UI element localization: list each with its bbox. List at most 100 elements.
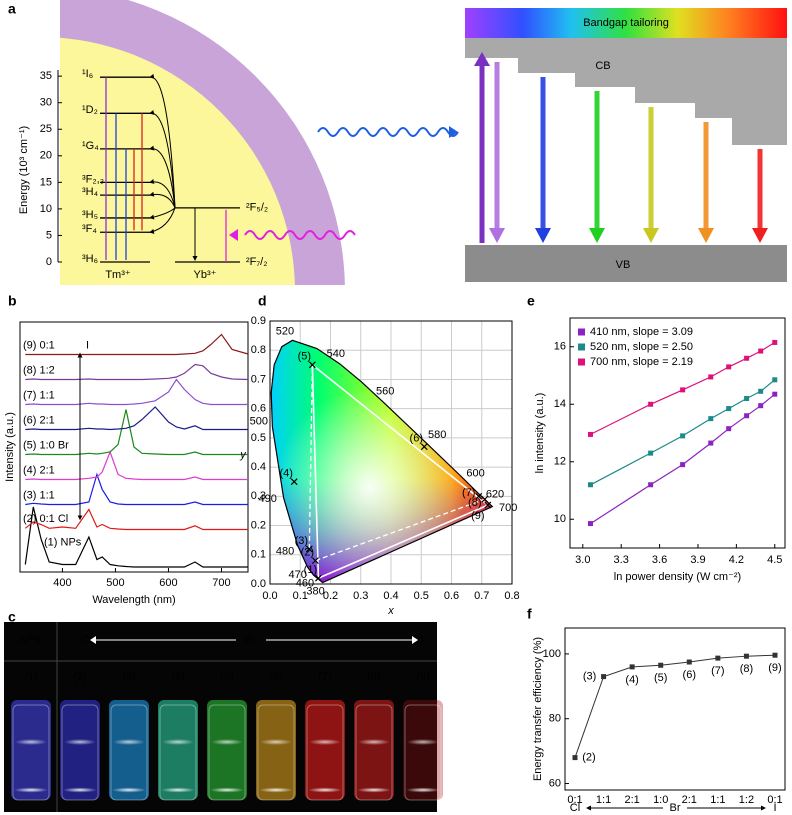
- data-point: [708, 416, 714, 422]
- vial-meniscus: [358, 739, 390, 745]
- point-label: (4): [279, 468, 292, 480]
- vial-meniscus: [211, 739, 243, 745]
- x-tick-label: 700: [212, 577, 230, 589]
- point-label: (6): [410, 433, 423, 445]
- arrow-head: [535, 228, 551, 243]
- level-label: ²F₇/₂: [246, 256, 268, 268]
- arrow-head: [643, 228, 659, 243]
- x-tick-label: 0.0: [262, 590, 277, 602]
- vial-label: (1): [24, 671, 37, 683]
- series-label: (6) 2:1: [23, 414, 55, 426]
- level-label: ³F₄: [82, 223, 97, 235]
- data-point: [743, 653, 749, 659]
- y-tick-label: 0.0: [251, 578, 266, 590]
- panel-label: b: [8, 293, 17, 309]
- wavelength-label: 520: [276, 325, 294, 337]
- data-point: [708, 440, 714, 446]
- level-label: ²F₅/₂: [246, 202, 268, 214]
- level-label: ³H₅: [82, 209, 98, 221]
- vial-glow: [60, 700, 100, 800]
- x-tick-label: 0.3: [353, 590, 368, 602]
- x-tick-label: 0.5: [414, 590, 429, 602]
- x-tick-label: 1:2: [739, 794, 754, 806]
- vial-label: (6): [269, 671, 282, 683]
- wavelength-label: 560: [376, 386, 394, 398]
- x-tick-label: 0:1: [767, 794, 782, 806]
- panel-label: a: [8, 1, 16, 17]
- vial-label: (3): [122, 671, 135, 683]
- bandgap-bar: [465, 8, 787, 38]
- vial-glow: [11, 700, 51, 800]
- group-label: I: [773, 802, 776, 814]
- arrow-head: [474, 52, 490, 66]
- y-tick-label: 0.6: [251, 403, 266, 415]
- arrow-head: [449, 126, 458, 138]
- x-axis-label: x: [387, 605, 394, 617]
- group-label: I: [420, 634, 423, 646]
- series-label: (5) 1:0 Br: [23, 439, 69, 451]
- y-tick-label: 80: [549, 713, 561, 725]
- x-tick-label: 600: [159, 577, 177, 589]
- annotation: I: [86, 339, 89, 351]
- data-point: [587, 431, 593, 437]
- x-tick-label: 500: [106, 577, 124, 589]
- y-axis-label: Energy transfer efficiency (%): [532, 637, 544, 781]
- series-label: (9) 0:1: [23, 339, 55, 351]
- dashed-link: [315, 498, 485, 562]
- vial-glow: [305, 700, 345, 800]
- point-label: (9): [768, 662, 781, 674]
- plot-frame: [269, 320, 513, 585]
- vial-meniscus: [260, 739, 292, 745]
- data-point: [648, 401, 654, 407]
- spectral-locus: [270, 339, 494, 584]
- vial-glow: [354, 700, 394, 800]
- data-point: [587, 482, 593, 488]
- arc-fill: [60, 37, 295, 285]
- point-label: (4): [625, 674, 638, 686]
- vial-glow: [256, 700, 296, 800]
- x-tick-label: 400: [53, 577, 71, 589]
- arrow-head: [698, 228, 714, 243]
- legend-swatch: [578, 343, 585, 351]
- spectrum-line: [25, 409, 248, 456]
- vial-bottom: [259, 787, 293, 793]
- vial-body: [404, 704, 442, 801]
- y-tick-label: 10: [40, 203, 52, 215]
- plot-frame: [19, 321, 249, 573]
- data-point: [772, 339, 778, 345]
- wavelength-label: 460: [296, 578, 314, 590]
- x-tick-label: 0.8: [504, 590, 519, 602]
- ion-label: Yb³⁺: [194, 269, 217, 281]
- band-label: VB: [616, 259, 631, 271]
- group-label: Cl: [570, 802, 580, 814]
- group-label: NPs: [20, 634, 41, 646]
- plot-frame: [569, 317, 786, 549]
- legend-swatch: [578, 328, 585, 336]
- wavelength-label: 540: [327, 348, 345, 360]
- point-label: (3): [295, 535, 308, 547]
- data-point: [680, 462, 686, 468]
- y-tick-label: 5: [46, 229, 52, 241]
- vial-body: [110, 704, 148, 801]
- x-tick-label: 4.2: [729, 554, 744, 566]
- arrow-head: [589, 228, 605, 243]
- y-tick-label: 10: [554, 513, 566, 525]
- x-axis-label: ln power density (W cm⁻²): [614, 571, 741, 583]
- point-label: (6): [683, 669, 696, 681]
- vial-label: (8): [367, 671, 380, 683]
- y-tick-label: 16: [554, 341, 566, 353]
- vial-meniscus: [407, 739, 439, 745]
- wavelength-label: 490: [259, 493, 277, 505]
- level-label: ³H₄: [82, 186, 99, 198]
- wavelength-label: 600: [466, 468, 484, 480]
- y-tick-label: 0.4: [251, 461, 266, 473]
- data-point: [726, 426, 732, 432]
- data-point: [758, 388, 764, 394]
- spectrum-line: [25, 450, 248, 481]
- y-tick-label: 0.1: [251, 549, 266, 561]
- wavelength-label: 500: [250, 415, 268, 427]
- wavelength-label: 480: [276, 545, 294, 557]
- x-tick-label: 0.4: [383, 590, 398, 602]
- chromaticity-point: [311, 557, 319, 565]
